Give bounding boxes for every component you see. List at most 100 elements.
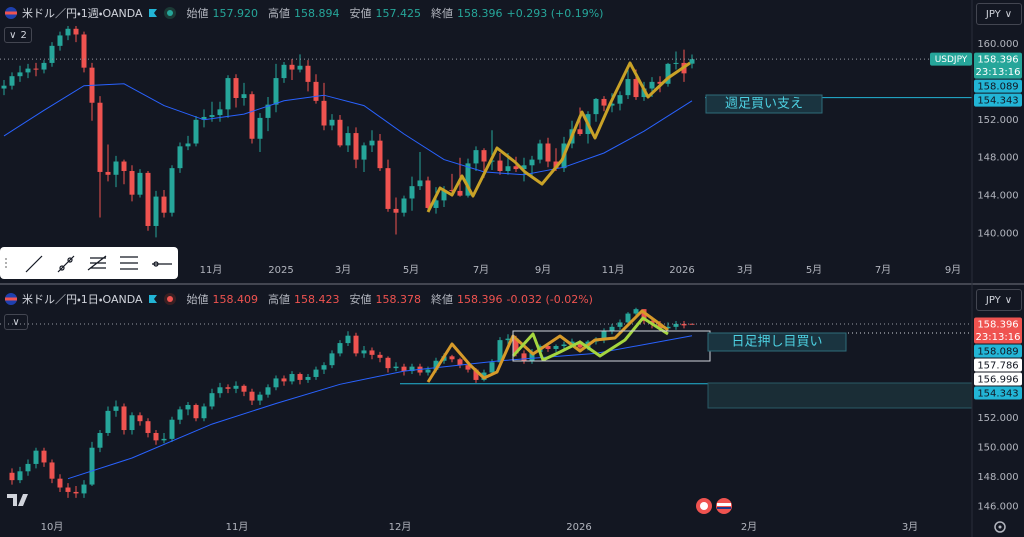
candle-body (473, 150, 479, 164)
candle-body (209, 393, 215, 407)
candle-body (81, 34, 87, 68)
y-tick-label: 152.000 (977, 115, 1018, 126)
price-label-box (974, 52, 1022, 79)
settings-icon[interactable] (994, 521, 1006, 533)
candle-body (377, 140, 383, 169)
candle-body (185, 143, 191, 147)
zone-box (707, 382, 973, 409)
candle-body (441, 189, 447, 201)
price-label-box (974, 317, 1022, 344)
candle-body (609, 103, 615, 106)
bookmark-icon[interactable] (147, 293, 159, 305)
candle-body (25, 463, 31, 472)
candle-body (449, 189, 455, 191)
trendline-tool[interactable] (25, 255, 43, 273)
candle-body (217, 109, 223, 116)
candle-body (345, 133, 351, 146)
candle-body (449, 356, 455, 360)
channel-tool[interactable] (120, 256, 138, 270)
candle-body (33, 450, 39, 464)
market-status (163, 293, 176, 305)
price-label: 158.396 (977, 54, 1018, 65)
candle-body (177, 409, 183, 420)
indicator-toggle[interactable]: ∨ (4, 314, 28, 330)
candle-body (73, 28, 79, 35)
change-value: -0.032 (-0.02%) (506, 292, 593, 306)
market-status (163, 7, 176, 19)
x-tick-label: 2月 (741, 521, 757, 533)
candle-body (193, 404, 199, 419)
ohlc-label: 高値 (268, 7, 290, 20)
fib-tool[interactable] (87, 255, 107, 271)
price-label-box (974, 79, 1022, 93)
x-tick-label: 9月 (945, 264, 961, 276)
candle-body (369, 350, 375, 355)
candle-body (65, 487, 71, 492)
candle-body (289, 374, 295, 382)
currency: JPY (985, 8, 1001, 20)
candle-body (81, 484, 87, 494)
candle-body (185, 404, 191, 410)
candle-body (225, 387, 231, 389)
countdown: 23:13:16 (976, 67, 1021, 78)
event-icons[interactable] (696, 498, 732, 514)
candle-body (233, 78, 239, 98)
indicator-toggle[interactable]: ∨ 2 (4, 27, 32, 43)
candle-body (145, 421, 151, 433)
candle-body (633, 79, 639, 98)
ohlc-label: 終値 (431, 7, 453, 20)
candle-body (417, 180, 423, 187)
candle-body (209, 115, 215, 117)
candle-body (121, 406, 127, 431)
zigzag-drawing (426, 309, 669, 383)
candle-body (241, 385, 247, 392)
candle-body (513, 166, 519, 170)
candle-body (521, 353, 527, 361)
ohlc-value: 158.423 (294, 292, 340, 306)
candle-body (281, 64, 287, 79)
candle-body (297, 65, 303, 70)
candle-body (17, 72, 23, 77)
hline-tool[interactable] (152, 261, 172, 267)
x-tick-label: 7月 (875, 264, 891, 276)
y-tick-label: 150.000 (977, 443, 1018, 454)
candle-body (625, 313, 631, 323)
x-tick-label: 12月 (389, 521, 412, 533)
price-label: 157.786 (977, 360, 1018, 371)
candle-body (569, 341, 575, 345)
symbol-tag: USDJPY (935, 55, 968, 65)
x-tick-label: 2026 (669, 265, 694, 276)
symbol-title: 米ドル／円・1日・OANDA (22, 293, 143, 306)
candle-body (625, 79, 631, 96)
x-tick-label: 11月 (200, 264, 223, 276)
candle-body (169, 168, 175, 213)
candle-body (481, 150, 487, 162)
candle-body (225, 78, 231, 110)
currency-button[interactable]: JPY ∨ (976, 3, 1022, 25)
moving-average (67, 335, 693, 480)
candle-body (473, 369, 479, 380)
candle-body (689, 59, 695, 64)
candle-body (137, 415, 143, 422)
ohlc-value: 158.396 (457, 6, 503, 20)
candle-body (329, 119, 335, 126)
x-tick-label: 3月 (737, 264, 753, 276)
candle-body (665, 63, 671, 84)
price-label-box (974, 344, 1022, 358)
candle-body (465, 365, 471, 370)
candle-body (161, 438, 167, 441)
candle-body (353, 133, 359, 160)
ray-tool[interactable] (57, 255, 75, 273)
candle-body (545, 346, 551, 349)
candle-body (377, 354, 383, 358)
x-tick-label: 5月 (806, 264, 822, 276)
currency-button[interactable]: JPY ∨ (976, 289, 1022, 311)
candle-body (273, 378, 279, 388)
candle-body (657, 323, 663, 329)
bookmark-icon[interactable] (147, 7, 159, 19)
candle-body (457, 359, 463, 366)
candle-body (673, 62, 679, 64)
ohlc-label: 終値 (431, 293, 453, 306)
candle-body (129, 170, 135, 195)
